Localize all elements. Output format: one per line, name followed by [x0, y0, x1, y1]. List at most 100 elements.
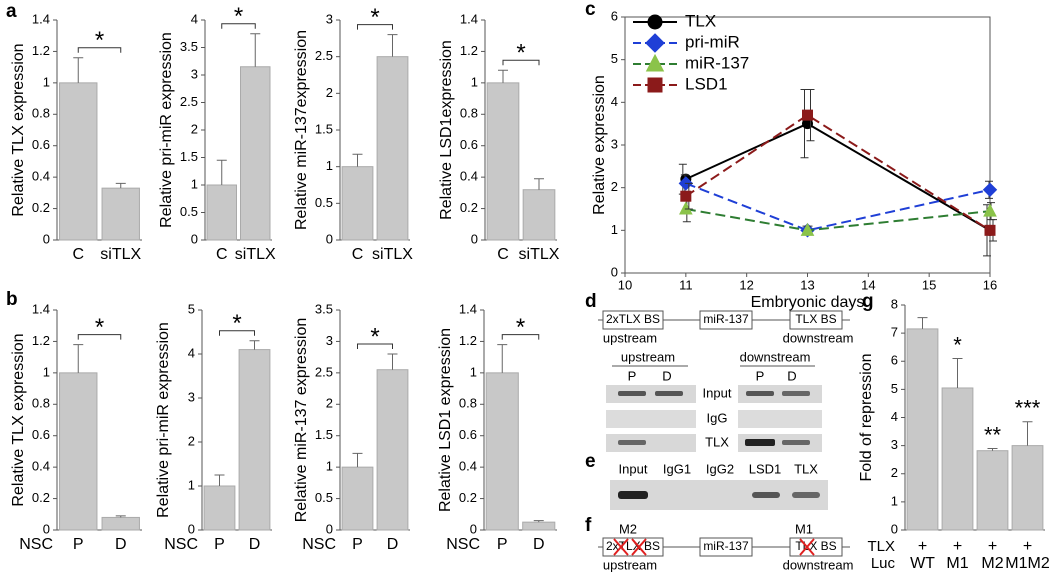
y-tick-label: 4	[611, 94, 618, 109]
y-axis-label: Relative TLX expression	[10, 333, 27, 506]
band	[746, 391, 774, 396]
sig-bracket	[77, 47, 122, 53]
x-tick-label: D	[249, 536, 261, 553]
mutant-label: M1	[795, 521, 813, 536]
error-bar	[73, 57, 84, 83]
series-line	[685, 208, 991, 232]
y-tick-label: 1.5	[180, 149, 198, 164]
y-axis-label: Fold of repression	[858, 353, 875, 481]
bar	[976, 450, 1009, 531]
bar-chart: 0 0.5 1 1.5 2 2.5 3 3.5 Relative miR-137 express…	[293, 301, 410, 553]
y-tick-label: 1	[470, 364, 477, 379]
bar	[59, 82, 98, 241]
lane-label: TLX	[794, 461, 818, 476]
mutation-cross	[613, 538, 815, 556]
gel	[738, 434, 822, 452]
y-tick-label: 1.2	[460, 43, 478, 58]
y-tick-label: 6	[611, 8, 618, 23]
y-axis-label: Relative pri-miR expression	[158, 32, 175, 228]
legend-marker	[647, 14, 663, 30]
y-tick-label: 1.2	[459, 333, 477, 348]
error-bar	[987, 447, 998, 451]
bar	[1011, 445, 1044, 531]
point	[800, 222, 815, 236]
x-tick-label: siTLX	[519, 246, 560, 263]
lane-label: P	[756, 368, 765, 383]
group-label: NSC	[446, 536, 480, 553]
y-tick-label: 8	[891, 296, 898, 311]
y-tick-label: 0.6	[460, 137, 478, 152]
bar	[101, 187, 140, 241]
x-tick-label: D	[387, 536, 399, 553]
lane-label: Input	[619, 461, 648, 476]
gel	[738, 385, 822, 403]
row-value: +	[953, 538, 962, 555]
y-tick-label: 1.2	[32, 43, 50, 58]
sig-bracket	[219, 330, 255, 336]
panel-label: d	[585, 291, 597, 312]
lane-label: D	[787, 368, 796, 383]
sig-bracket	[501, 334, 540, 340]
y-tick-label: 1.4	[32, 301, 50, 316]
lane-label: IgG1	[663, 461, 691, 476]
legend-label: TLX	[685, 11, 716, 30]
y-tick-label: 5	[891, 381, 898, 396]
box	[699, 537, 753, 557]
bar-chart: 0 0.2 0.4 0.6 0.8 1 1.2 1.4 Relative LSD1 expres…	[437, 301, 557, 553]
y-tick-label: 3	[326, 333, 333, 348]
bar	[206, 184, 237, 241]
error-bar	[216, 159, 227, 185]
gel-group: upstream	[621, 349, 675, 364]
x-tick-label: 14	[861, 277, 875, 292]
y-tick-label: 0.4	[32, 459, 50, 474]
box-label: miR-137	[703, 539, 749, 553]
lane-label: IgG2	[706, 461, 734, 476]
error-bar	[387, 353, 398, 370]
y-tick-label: 0	[470, 521, 477, 536]
x-tick-label: C	[216, 246, 228, 263]
x-tick-label: M1M2	[1005, 555, 1050, 572]
x-tick-label: 15	[922, 277, 936, 292]
row-value: +	[1023, 538, 1032, 555]
point	[982, 182, 998, 198]
y-tick-label: 0	[891, 521, 898, 536]
y-tick-label: 0.6	[32, 137, 50, 152]
y-tick-label: 0	[43, 231, 50, 246]
significance: *	[232, 310, 241, 337]
box-label: TLX BS	[795, 312, 836, 326]
significance: **	[984, 422, 1002, 447]
significance: *	[95, 314, 104, 341]
x-tick-label: siTLX	[235, 246, 276, 263]
y-tick-label: 1.5	[315, 121, 333, 136]
series-line	[685, 113, 991, 232]
error-bar	[249, 340, 260, 350]
y-axis-label: Relative pri-miR expression	[155, 322, 172, 518]
bar	[240, 66, 271, 241]
bar	[906, 328, 939, 531]
x-tick-label: WT	[910, 555, 935, 572]
band	[618, 440, 646, 445]
y-tick-label: 6	[891, 353, 898, 368]
y-tick-label: 1.4	[459, 301, 477, 316]
x-tick-label: 12	[739, 277, 753, 292]
significance: *	[516, 314, 525, 341]
y-tick-label: 3	[188, 389, 195, 404]
bar	[203, 485, 236, 531]
legend-label: miR-137	[685, 53, 749, 72]
row-label: IgG	[707, 410, 728, 425]
y-tick-label: 5	[611, 51, 618, 66]
y-tick-label: 0.5	[315, 195, 333, 210]
diagram-d: 2xTLX BS miR-137 TLX BS upstream downstr…	[598, 310, 853, 345]
x-tick-label: C	[72, 246, 84, 263]
y-tick-label: 5	[188, 301, 195, 316]
significance: *	[370, 323, 379, 350]
error-bar	[498, 69, 508, 83]
error-bar	[533, 520, 544, 523]
group-label: NSC	[302, 536, 336, 553]
row-label: TLX	[867, 538, 895, 555]
y-tick-label: 0	[326, 231, 333, 246]
y-axis-label: Relative TLX expression	[10, 43, 27, 216]
diagram-f: M2 M1 2xTLX BS miR-137 TLX BS upstream d…	[598, 521, 853, 572]
gel	[606, 385, 696, 403]
